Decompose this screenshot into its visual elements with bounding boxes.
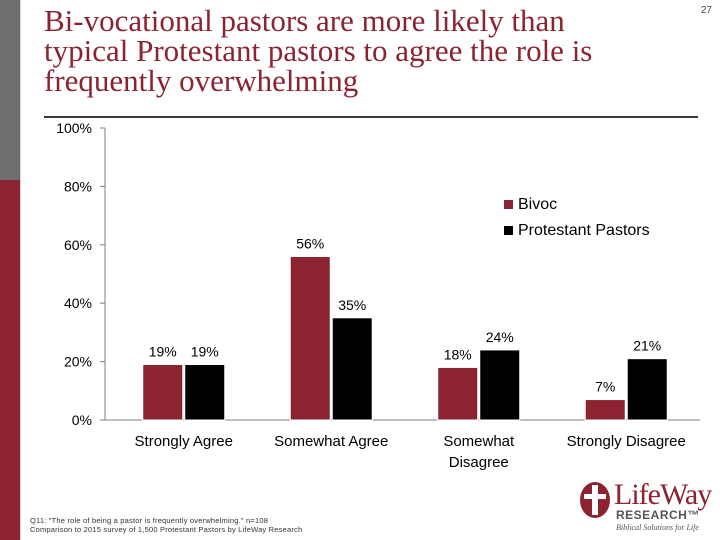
bar-protestant xyxy=(479,349,521,421)
y-tick-label: 0% xyxy=(72,412,92,428)
data-label: 19% xyxy=(149,344,177,360)
logo-wordmark: LifeWay xyxy=(614,478,712,511)
bar-bivoc xyxy=(289,255,331,421)
data-label: 21% xyxy=(633,338,661,354)
data-label: 19% xyxy=(191,344,219,360)
slide-title: Bi-vocational pastors are more likely th… xyxy=(44,3,593,98)
x-category-label: Strongly Agree xyxy=(135,433,233,450)
bar-protestant xyxy=(626,358,668,421)
legend-swatch-protestant xyxy=(504,226,513,235)
footnote-line-comparison: Comparison to 2015 survey of 1,500 Prote… xyxy=(30,525,303,534)
y-tick-label: 80% xyxy=(64,178,92,194)
sidebar-divider xyxy=(20,0,21,540)
bar-protestant xyxy=(331,317,373,421)
y-tick-label: 20% xyxy=(64,354,92,370)
bar-bivoc xyxy=(142,364,184,421)
sidebar-red-band xyxy=(0,180,20,540)
lifeway-research-logo: LifeWay RESEARCH™ Biblical Solutions for… xyxy=(578,478,714,538)
sidebar-gray-band xyxy=(0,0,20,180)
x-category-label: Disagree xyxy=(449,454,509,471)
data-label: 35% xyxy=(338,297,366,313)
legend-label: Protestant Pastors xyxy=(518,222,650,239)
data-label: 7% xyxy=(595,379,615,395)
cross-emblem-icon xyxy=(580,482,610,518)
bar-bivoc xyxy=(584,399,626,421)
logo-research-text: RESEARCH™ xyxy=(616,508,700,522)
footnote-line-question: Q11: "The role of being a pastor is freq… xyxy=(30,516,269,525)
y-tick-label: 40% xyxy=(64,295,92,311)
bar-protestant xyxy=(184,364,226,421)
footnote: Q11: "The role of being a pastor is freq… xyxy=(30,516,302,534)
x-category-label: Strongly Disagree xyxy=(567,433,686,450)
legend-label: Bivoc xyxy=(518,196,557,213)
data-label: 18% xyxy=(444,346,472,362)
y-tick-label: 100% xyxy=(56,120,92,136)
page-number: 27 xyxy=(700,5,712,16)
bar-bivoc xyxy=(437,366,479,421)
logo-tagline: Biblical Solutions for Life xyxy=(616,523,699,532)
x-category-label: Somewhat xyxy=(443,433,515,450)
title-underline xyxy=(44,116,698,118)
data-label: 24% xyxy=(486,329,514,345)
x-category-label: Somewhat Agree xyxy=(274,433,388,450)
y-tick-label: 60% xyxy=(64,237,92,253)
legend-swatch-bivoc xyxy=(504,200,513,209)
data-label: 56% xyxy=(296,235,324,251)
